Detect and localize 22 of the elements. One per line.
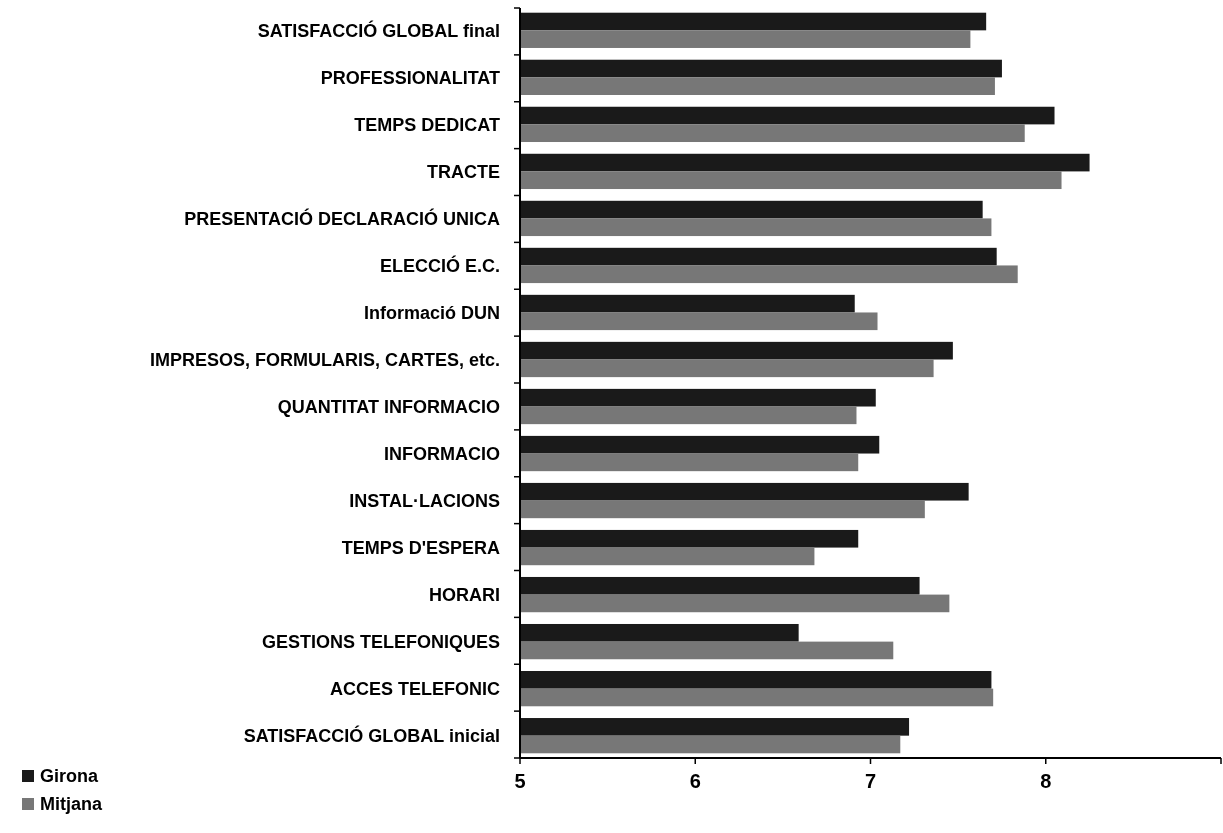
y-tick-label: PROFESSIONALITAT: [320, 67, 500, 88]
y-tick-label: ELECCIÓ E.C.: [379, 254, 500, 276]
y-tick-label: ACCES TELEFONIC: [329, 678, 500, 699]
y-tick-label: TRACTE: [427, 161, 500, 182]
y-tick-label: Informació DUN: [363, 302, 500, 323]
x-tick-label: 6: [689, 770, 701, 792]
y-tick-label: INFORMACIO: [384, 443, 500, 464]
y-tick-label: GESTIONS TELEFONIQUES: [261, 631, 500, 652]
y-tick-label: QUANTITAT INFORMACIO: [277, 396, 500, 417]
y-tick-label: TEMPS DEDICAT: [354, 114, 500, 135]
legend-label: Mitjana: [40, 794, 103, 815]
y-tick-label: PRESENTACIÓ DECLARACIÓ UNICA: [184, 207, 500, 229]
legend-label: Girona: [40, 766, 99, 787]
y-tick-label: IMPRESOS, FORMULARIS, CARTES, etc.: [149, 349, 500, 370]
x-tick-label: 5: [514, 770, 526, 792]
y-tick-label: HORARI: [429, 584, 500, 605]
x-tick-label: 8: [1040, 770, 1052, 792]
y-tick-label: SATISFACCIÓ GLOBAL final: [257, 19, 500, 41]
x-tick-label: 7: [864, 770, 877, 792]
y-tick-label: SATISFACCIÓ GLOBAL inicial: [243, 724, 500, 746]
y-tick-label: TEMPS D'ESPERA: [341, 537, 500, 558]
y-tick-label: INSTAL·LACIONS: [349, 490, 500, 511]
